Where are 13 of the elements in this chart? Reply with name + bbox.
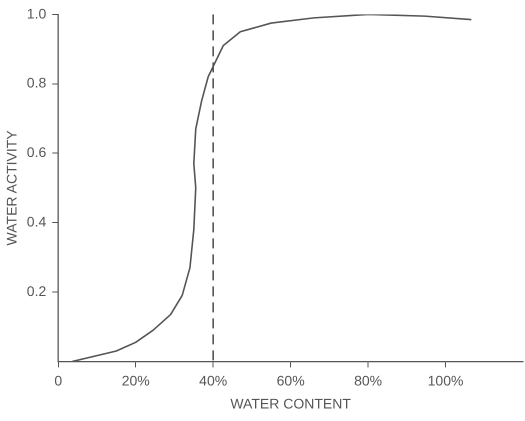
y-tick-label: 1.0: [26, 5, 46, 22]
y-tick-label: 0.4: [26, 213, 46, 230]
y-tick-label: 0.6: [26, 144, 46, 160]
x-tick-label: 80%: [354, 372, 382, 389]
x-tick-label: 40%: [199, 372, 228, 389]
y-axis-title: WATER ACTIVITY: [3, 130, 20, 246]
x-tick-label: 0: [54, 372, 62, 389]
x-tick-label: 60%: [276, 372, 305, 389]
y-tick-label: 0.2: [26, 282, 46, 299]
x-tick-label: 20%: [122, 372, 150, 389]
x-axis-title: WATER CONTENT: [230, 395, 352, 412]
x-tick-label: 100%: [428, 372, 464, 389]
y-tick-label: 0.8: [26, 74, 46, 91]
